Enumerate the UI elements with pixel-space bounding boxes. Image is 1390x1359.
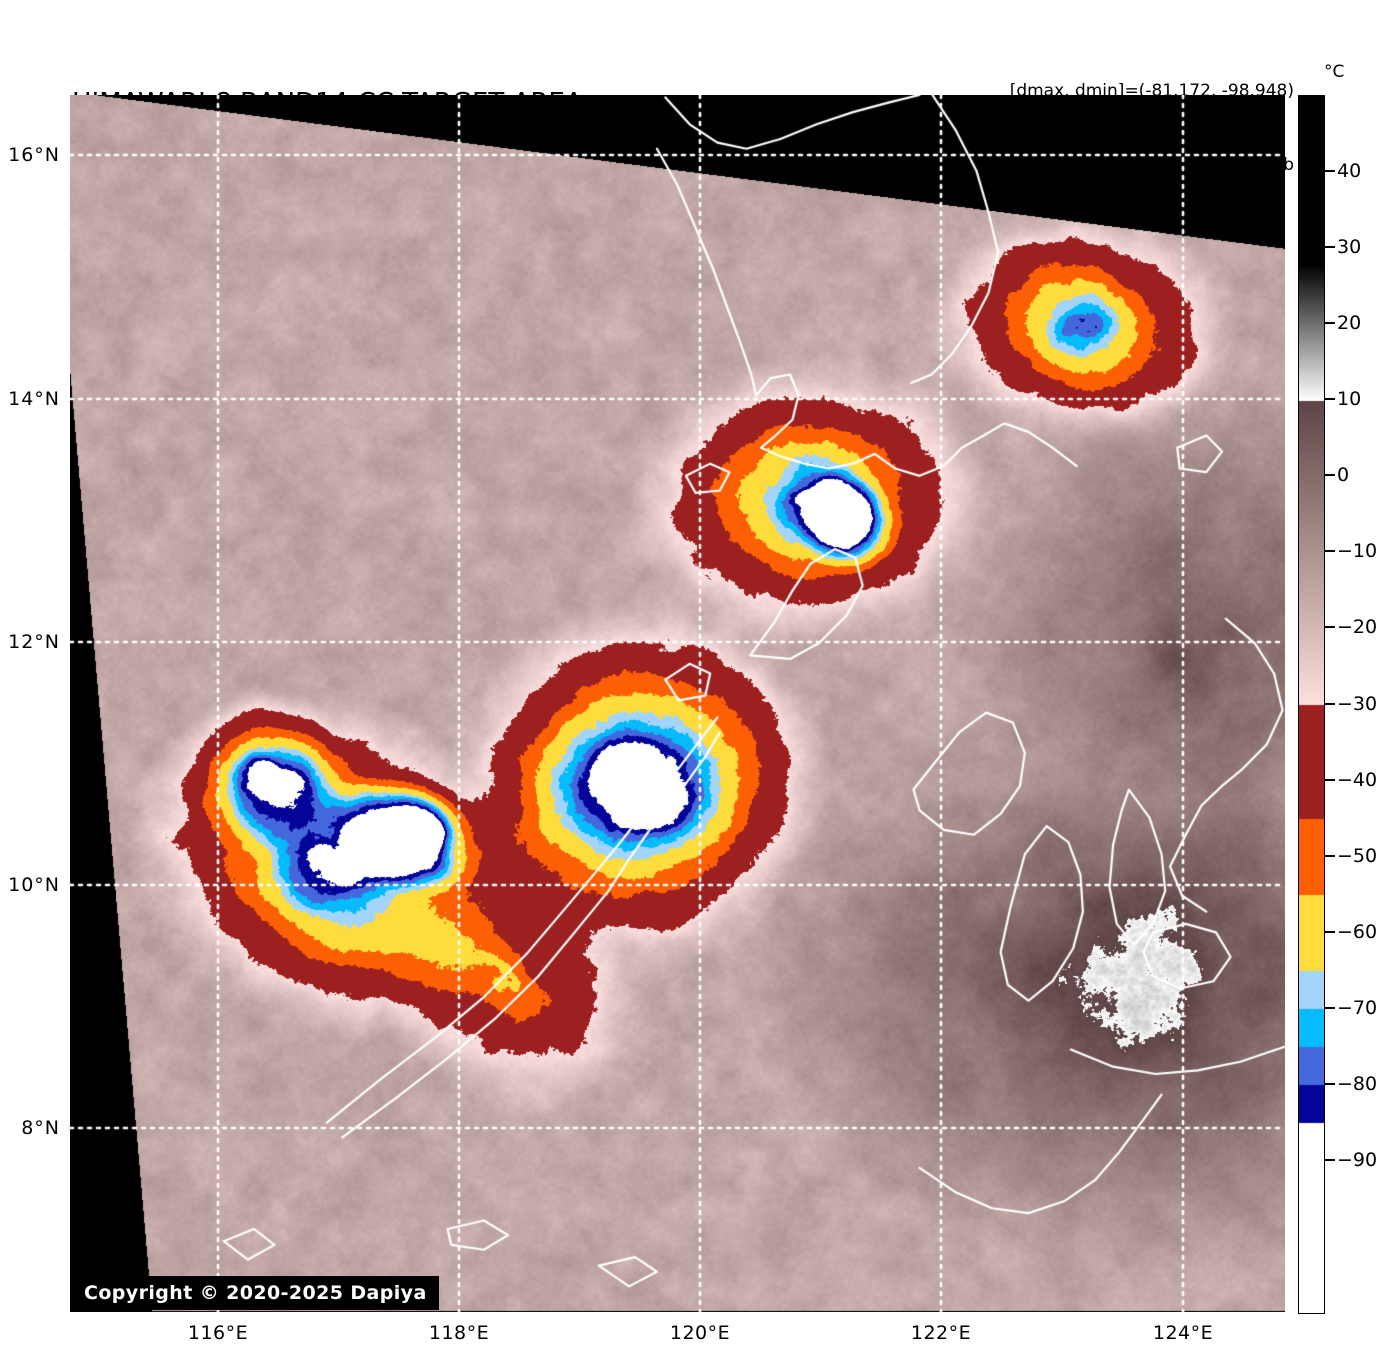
colorbar-tick-label-1: 30 [1337,236,1362,259]
colorbar-tick-mark-5 [1324,550,1335,553]
colorbar-tick-label-10: −60 [1337,920,1378,943]
colorbar-tick-label-0: 40 [1337,160,1362,183]
colorbar [1298,95,1325,1314]
colorbar-tick-mark-11 [1324,1006,1335,1009]
copyright-banner: Copyright © 2020-2025 Dapiya [70,1276,439,1310]
colorbar-tick-label-8: −40 [1337,768,1378,791]
copyright-text: Copyright © 2020-2025 Dapiya [84,1282,427,1304]
x-axis-tick-2: 120°E [669,1322,731,1344]
y-axis-tick-1: 14°N [8,388,60,410]
colorbar-tick-label-7: −30 [1337,692,1378,715]
y-axis-tick-4: 8°N [21,1117,60,1139]
colorbar-tick-label-9: −50 [1337,844,1378,867]
satellite-heatmap-canvas [70,95,1285,1312]
y-axis-tick-0: 16°N [8,144,60,166]
x-axis-tick-4: 124°E [1152,1322,1214,1344]
x-axis-tick-0: 116°E [187,1322,249,1344]
colorbar-tick-mark-8 [1324,778,1335,781]
colorbar-tick-mark-3 [1324,398,1335,401]
colorbar-tick-mark-0 [1324,170,1335,173]
colorbar-tick-mark-9 [1324,854,1335,857]
colorbar-tick-mark-10 [1324,930,1335,933]
colorbar-tick-mark-2 [1324,322,1335,325]
colorbar-tick-label-6: −20 [1337,616,1378,639]
colorbar-tick-mark-7 [1324,702,1335,705]
colorbar-tick-label-2: 20 [1337,312,1362,335]
y-axis-tick-2: 12°N [8,631,60,653]
y-axis-tick-3: 10°N [8,874,60,896]
x-axis-tick-3: 122°E [910,1322,972,1344]
colorbar-tick-label-3: 10 [1337,388,1362,411]
colorbar-tick-label-4: 0 [1337,464,1350,487]
colorbar-tick-label-12: −80 [1337,1072,1378,1095]
colorbar-tick-mark-1 [1324,246,1335,249]
x-axis-tick-1: 118°E [428,1322,490,1344]
colorbar-tick-mark-6 [1324,626,1335,629]
colorbar-tick-mark-4 [1324,474,1335,477]
satellite-image-panel [70,95,1285,1312]
colorbar-tick-label-11: −70 [1337,996,1378,1019]
colorbar-tick-mark-13 [1324,1158,1335,1161]
colorbar-gradient [1299,96,1324,1313]
colorbar-tick-mark-12 [1324,1082,1335,1085]
colorbar-tick-label-13: −90 [1337,1148,1378,1171]
colorbar-unit-label: °C [1324,62,1345,82]
colorbar-tick-label-5: −10 [1337,540,1378,563]
